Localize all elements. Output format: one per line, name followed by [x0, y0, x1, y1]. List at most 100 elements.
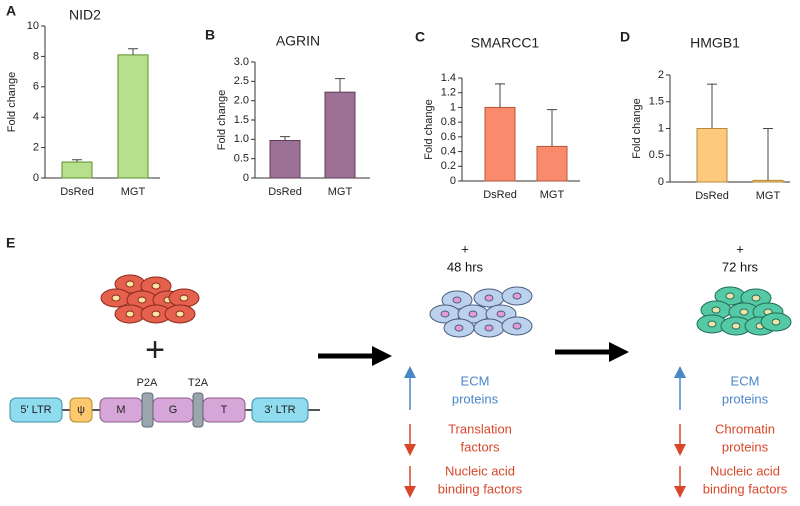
- x-tick-label: MGT: [328, 186, 353, 198]
- bar: [696, 128, 728, 183]
- panel-letter: B: [205, 27, 215, 43]
- diagram-label: proteins: [722, 439, 769, 454]
- chart-title: SMARCC1: [471, 35, 540, 51]
- bar: [536, 145, 568, 182]
- nucleus: [496, 310, 506, 318]
- nucleus: [151, 282, 161, 290]
- y-tick-label: 0: [658, 176, 664, 188]
- error-bar: [335, 78, 345, 93]
- y-tick-label: 0.8: [441, 116, 456, 128]
- diagram: E + 5' LTR ψ M G T 3' LTR P2A T2A: [6, 235, 686, 498]
- bar: [752, 179, 784, 183]
- diagram-label: +: [461, 241, 469, 256]
- y-tick-label: 2: [658, 69, 664, 81]
- diagram-label: Nucleic acid: [445, 463, 515, 478]
- y-axis-label: Fold change: [423, 99, 435, 160]
- nucleus: [731, 322, 741, 330]
- y-tick-label: 0.5: [649, 149, 664, 161]
- y-axis-label: Fold change: [631, 98, 643, 159]
- error-bar: [128, 48, 138, 55]
- error-bar: [280, 136, 290, 141]
- y-tick-label: 1.5: [649, 96, 664, 108]
- x-tick-label: DsRed: [483, 189, 517, 201]
- x-tick-label: DsRed: [695, 190, 729, 202]
- nucleus: [454, 324, 464, 332]
- panel-letter: E: [6, 235, 15, 251]
- y-axis-label: Fold change: [216, 90, 228, 151]
- y-tick-label: 3.0: [234, 56, 249, 68]
- diagram-label: Nucleic acid: [710, 463, 780, 478]
- nucleus: [484, 324, 494, 332]
- arrow-head: [372, 346, 392, 366]
- vector-label: T: [221, 404, 228, 416]
- panel-letter: D: [620, 29, 630, 45]
- bar: [61, 161, 93, 179]
- nucleus: [771, 318, 781, 326]
- diagram-label: ECM: [461, 373, 490, 388]
- y-tick-label: 1.0: [234, 133, 249, 145]
- vector-label: 3' LTR: [264, 404, 295, 416]
- error-bar: [547, 109, 557, 147]
- y-tick-label: 0.2: [441, 160, 456, 172]
- bar: [324, 91, 356, 179]
- nucleus: [707, 320, 717, 328]
- y-tick-label: 10: [27, 20, 39, 32]
- diagram-label: ECM: [731, 373, 760, 388]
- vector-label: G: [169, 404, 178, 416]
- diagram-label: proteins: [452, 391, 499, 406]
- y-tick-label: 0: [243, 172, 249, 184]
- error-bar: [495, 83, 505, 108]
- nucleus: [751, 294, 761, 302]
- x-tick-label: MGT: [756, 190, 781, 202]
- nucleus: [484, 294, 494, 302]
- y-tick-label: 2.5: [234, 75, 249, 87]
- vector-label: T2A: [188, 377, 209, 389]
- diagram-label: binding factors: [703, 481, 788, 496]
- x-tick-label: MGT: [540, 189, 565, 201]
- bar: [269, 139, 301, 179]
- y-tick-label: 0: [450, 175, 456, 187]
- error-bar: [707, 83, 717, 129]
- vector-label: ψ: [77, 404, 85, 416]
- diagram-label: +: [736, 241, 744, 256]
- nucleus: [725, 292, 735, 300]
- vector-label: P2A: [137, 377, 158, 389]
- diagram-label: binding factors: [438, 481, 523, 496]
- diagram-label: proteins: [722, 391, 769, 406]
- y-axis-label: Fold change: [6, 72, 18, 133]
- nucleus: [452, 296, 462, 304]
- error-bar: [72, 159, 82, 163]
- bar: [117, 54, 149, 179]
- y-tick-label: 1.2: [441, 87, 456, 99]
- x-tick-label: MGT: [121, 186, 146, 198]
- y-tick-label: 0.6: [441, 131, 456, 143]
- diagram-label: 48 hrs: [447, 259, 484, 274]
- nucleus: [512, 322, 522, 330]
- nucleus: [179, 294, 189, 302]
- vector: [9, 392, 320, 428]
- nucleus: [711, 306, 721, 314]
- nucleus: [175, 310, 185, 318]
- nucleus: [440, 310, 450, 318]
- y-tick-label: 8: [33, 50, 39, 62]
- y-tick-label: 1.5: [234, 114, 249, 126]
- chart-title: AGRIN: [276, 33, 320, 49]
- y-tick-label: 0: [33, 172, 39, 184]
- error-bar: [763, 128, 773, 181]
- vector-label: 5' LTR: [20, 404, 51, 416]
- nucleus: [468, 310, 478, 318]
- y-tick-label: 4: [33, 111, 39, 123]
- plus-sign: +: [145, 331, 165, 369]
- x-tick-label: DsRed: [60, 186, 94, 198]
- arrow-head: [609, 342, 629, 362]
- panel-letter: A: [6, 3, 16, 19]
- nucleus: [125, 280, 135, 288]
- chart-title: NID2: [69, 7, 101, 23]
- diagram-label: Translation: [448, 421, 512, 436]
- nucleus: [512, 292, 522, 300]
- y-tick-label: 1: [450, 101, 456, 113]
- nucleus: [125, 310, 135, 318]
- nucleus: [151, 310, 161, 318]
- bar: [484, 106, 516, 182]
- y-tick-label: 6: [33, 81, 39, 93]
